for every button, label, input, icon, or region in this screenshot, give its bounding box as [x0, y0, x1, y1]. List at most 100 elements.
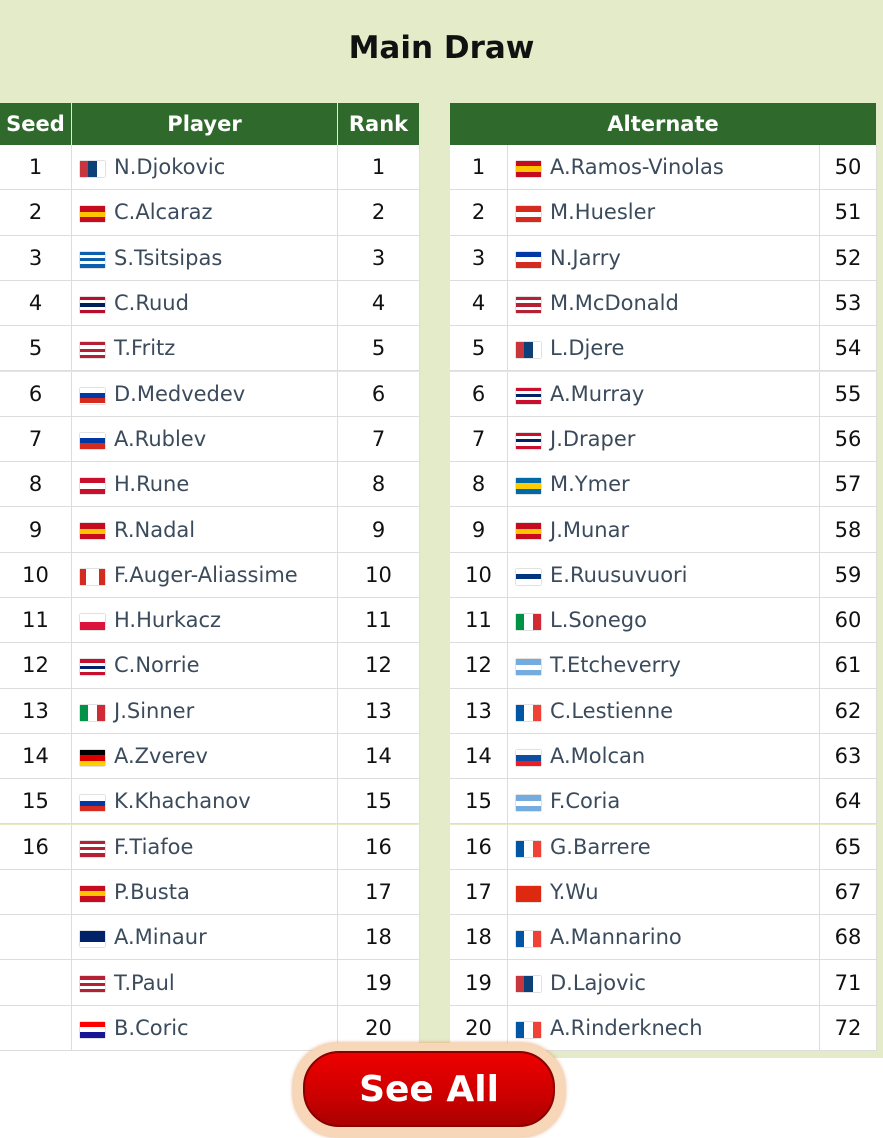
player-name[interactable]: D.Lajovic — [508, 960, 820, 1006]
flag — [516, 523, 541, 540]
rank: 13 — [338, 688, 420, 734]
seed: 14 — [0, 733, 72, 780]
player-name[interactable]: A.Mannarino — [508, 915, 820, 961]
player-name[interactable]: A.Rinderknech — [508, 1005, 820, 1051]
player-name[interactable]: A.Ramos-Vinolas — [508, 145, 820, 191]
flag — [80, 478, 105, 495]
flag — [516, 568, 541, 585]
rank: 50 — [820, 145, 877, 191]
player-name[interactable]: C.Norrie — [72, 643, 338, 689]
player-name[interactable]: M.McDonald — [508, 280, 820, 327]
player-name[interactable]: M.Huesler — [508, 190, 820, 236]
player-name[interactable]: P.Busta — [72, 869, 338, 916]
flag — [80, 523, 105, 540]
seed: 1 — [0, 145, 72, 191]
player-name[interactable]: J.Sinner — [72, 688, 338, 734]
flag — [516, 432, 541, 449]
rank: 56 — [820, 416, 877, 463]
flag — [516, 931, 541, 948]
alternate-number: 4 — [450, 280, 508, 327]
flag — [516, 251, 541, 268]
player-name[interactable]: Y.Wu — [508, 869, 820, 916]
player-name[interactable]: C.Lestienne — [508, 688, 820, 734]
player-name[interactable]: J.Munar — [508, 507, 820, 553]
alternate-number: 6 — [450, 371, 508, 417]
player-name[interactable]: N.Djokovic — [72, 145, 338, 191]
alternate-number: 9 — [450, 507, 508, 553]
seed: 16 — [0, 824, 72, 870]
rank: 71 — [820, 960, 877, 1006]
seed: 8 — [0, 462, 72, 508]
player-name[interactable]: C.Ruud — [72, 280, 338, 327]
rank: 1 — [338, 145, 420, 191]
flag — [80, 976, 105, 993]
rank: 68 — [820, 915, 877, 961]
flag — [80, 931, 105, 948]
player-name[interactable]: L.Djere — [508, 326, 820, 372]
player-name[interactable]: E.Ruusuvuori — [508, 552, 820, 598]
see-all-button[interactable]: See All — [293, 1043, 565, 1137]
flag — [516, 659, 541, 676]
rank: 2 — [338, 190, 420, 236]
player-name[interactable]: L.Sonego — [508, 598, 820, 644]
flag — [80, 885, 105, 902]
flag — [516, 976, 541, 993]
flag — [80, 161, 105, 177]
player-name[interactable]: N.Jarry — [508, 235, 820, 281]
rank: 62 — [820, 688, 877, 734]
player-name[interactable]: K.Khachanov — [72, 779, 338, 825]
rank: 60 — [820, 598, 877, 644]
flag — [516, 885, 541, 902]
player-name[interactable]: F.Tiafoe — [72, 824, 338, 870]
flag — [516, 840, 541, 857]
player-name[interactable]: S.Tsitsipas — [72, 235, 338, 281]
player-name[interactable]: F.Coria — [508, 779, 820, 825]
column-header: Seed — [0, 103, 72, 145]
rank: 3 — [338, 235, 420, 281]
rank: 67 — [820, 869, 877, 916]
player-name[interactable]: R.Nadal — [72, 507, 338, 553]
rank: 10 — [338, 552, 420, 598]
rank: 58 — [820, 507, 877, 553]
player-name[interactable]: A.Rublev — [72, 416, 338, 463]
flag — [80, 387, 105, 404]
flag — [80, 251, 105, 268]
player-name[interactable]: H.Hurkacz — [72, 598, 338, 644]
player-name[interactable]: A.Molcan — [508, 733, 820, 780]
player-name[interactable]: C.Alcaraz — [72, 190, 338, 236]
rank: 52 — [820, 235, 877, 281]
background-gap — [0, 1050, 420, 1060]
player-name[interactable]: F.Auger-Aliassime — [72, 552, 338, 598]
player-name[interactable]: H.Rune — [72, 462, 338, 508]
player-name[interactable]: D.Medvedev — [72, 371, 338, 417]
seed — [0, 869, 72, 916]
flag — [516, 1021, 541, 1038]
flag — [516, 161, 541, 177]
seed: 3 — [0, 235, 72, 281]
column-header: Alternate — [450, 103, 877, 145]
flag — [516, 795, 541, 812]
seed: 5 — [0, 326, 72, 372]
player-name[interactable]: T.Etcheverry — [508, 643, 820, 689]
rank: 55 — [820, 371, 877, 417]
title: Main Draw — [348, 30, 535, 66]
player-name[interactable]: J.Draper — [508, 416, 820, 463]
player-name[interactable]: G.Barrere — [508, 824, 820, 870]
flag — [80, 840, 105, 857]
player-name[interactable]: T.Fritz — [72, 326, 338, 372]
seed: 10 — [0, 552, 72, 598]
rank: 64 — [820, 779, 877, 825]
flag — [516, 614, 541, 630]
player-name[interactable]: A.Murray — [508, 371, 820, 417]
player-name[interactable]: B.Coric — [72, 1005, 338, 1051]
rank: 63 — [820, 733, 877, 780]
player-name[interactable]: T.Paul — [72, 960, 338, 1006]
rank: 61 — [820, 643, 877, 689]
alternate-number: 2 — [450, 190, 508, 236]
player-name[interactable]: A.Zverev — [72, 733, 338, 780]
player-name[interactable]: A.Minaur — [72, 915, 338, 961]
flag — [80, 342, 105, 359]
rank: 53 — [820, 280, 877, 327]
button-label[interactable]: See All — [303, 1051, 555, 1127]
player-name[interactable]: M.Ymer — [508, 462, 820, 508]
